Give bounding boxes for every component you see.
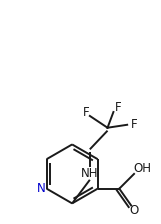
Text: NH: NH	[81, 167, 99, 180]
Text: O: O	[129, 204, 139, 217]
Text: F: F	[83, 106, 89, 118]
Text: F: F	[131, 118, 137, 131]
Text: OH: OH	[133, 162, 151, 175]
Text: F: F	[115, 101, 122, 114]
Text: N: N	[37, 182, 46, 195]
